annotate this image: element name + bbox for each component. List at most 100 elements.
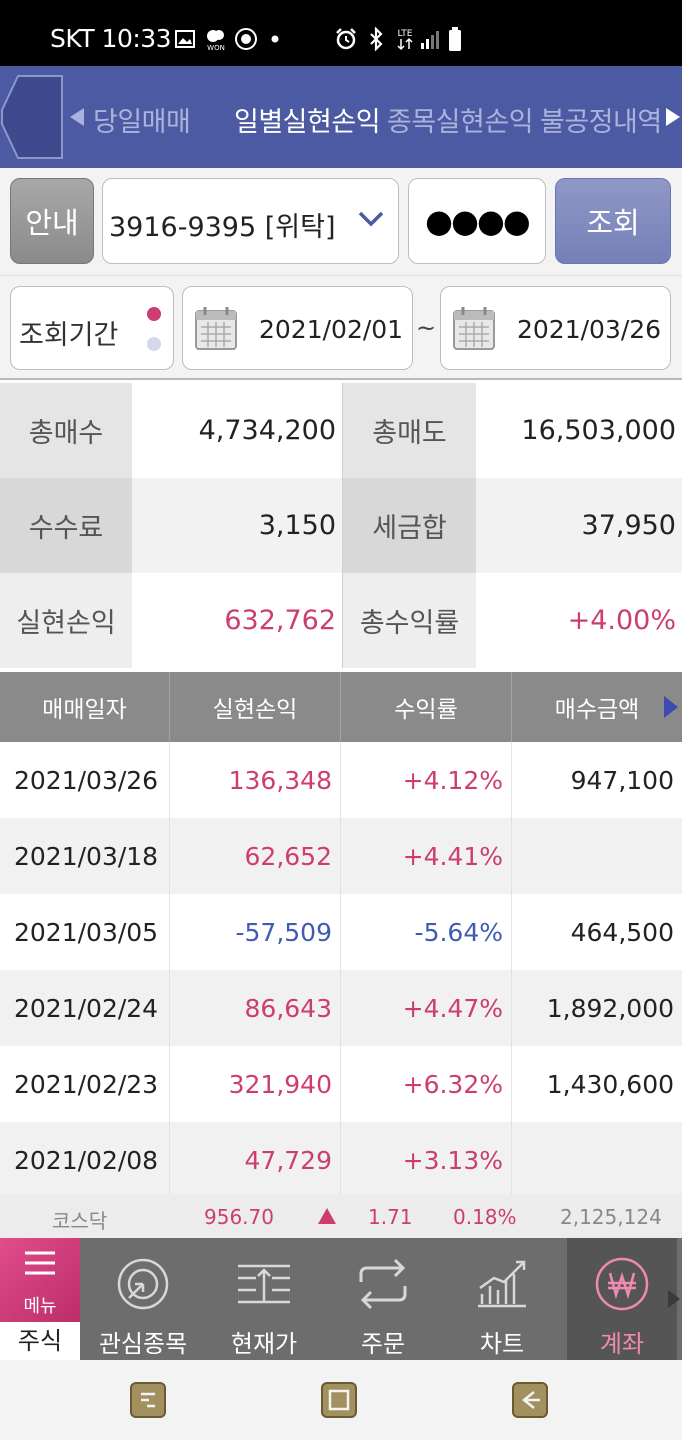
nav-watchlist[interactable]: 관심종목: [84, 1238, 202, 1360]
cell-trade-date: 2021/03/18: [0, 818, 170, 894]
calendar-icon: [195, 305, 237, 355]
nav-more-right-icon[interactable]: [668, 1290, 680, 1308]
realized-pnl-value: 632,762: [132, 573, 342, 668]
start-date-field[interactable]: 2021/02/01: [182, 286, 413, 370]
cell-realized-pnl: -57,509: [170, 894, 341, 970]
bluetooth-icon: [366, 26, 386, 52]
bottom-navigation: 메뉴 주식 관심종목 현재가 주문 차트 계좌: [0, 1238, 682, 1360]
realized-pnl-label: 실현손익: [0, 573, 132, 668]
cell-buy-amount: 1,430,600: [546, 1069, 674, 1099]
end-date: 2021/03/26: [517, 315, 662, 344]
status-time: SKT 10:33: [50, 24, 172, 53]
table-row[interactable]: 2021/03/05 -57,509 -5.64% 464,500: [0, 894, 682, 970]
sync-icon: [234, 26, 258, 52]
table-row[interactable]: 2021/02/24 86,643 +4.47% 1,892,000: [0, 970, 682, 1046]
end-date-field[interactable]: 2021/03/26: [440, 286, 671, 370]
nav-chart-label: 차트: [479, 1330, 525, 1358]
period-label: 조회기간: [19, 320, 119, 351]
account-select[interactable]: 3916-9395 [위탁]: [102, 178, 399, 264]
ticker-price: 956.70: [204, 1205, 274, 1229]
notification-dot-icon: [270, 26, 280, 52]
start-date: 2021/02/01: [259, 315, 404, 344]
nav-watchlist-label: 관심종목: [98, 1330, 188, 1358]
table-row[interactable]: 2021/03/18 62,652 +4.41%: [0, 818, 682, 894]
total-buy-label: 총매수: [0, 383, 132, 478]
nav-account-label: 계좌: [599, 1330, 645, 1358]
tab-scroll-right-icon[interactable]: [666, 108, 680, 126]
market-ticker[interactable]: 코스닥 956.70 1.71 0.18% 2,125,124: [0, 1194, 682, 1238]
alarm-icon: [334, 26, 358, 52]
cell-return-rate: +4.12%: [341, 742, 512, 818]
svg-text:WON: WON: [207, 44, 225, 51]
total-return-value: +4.00%: [476, 573, 682, 668]
total-return-label: 총수익률: [342, 573, 476, 668]
period-indicator-inactive: [147, 337, 161, 351]
total-sell-value: 16,503,000: [476, 383, 682, 478]
header-return-rate[interactable]: 수익률: [341, 672, 512, 742]
tab-unfair-history[interactable]: 불공정내역: [540, 107, 662, 138]
cell-trade-date: 2021/02/08: [0, 1122, 170, 1198]
total-sell-label: 총매도: [342, 383, 476, 478]
table-row[interactable]: 2021/03/26 136,348 +4.12% 947,100: [0, 742, 682, 818]
cell-buy-amount: 1,892,000: [546, 993, 674, 1023]
signal-icon: [420, 26, 442, 52]
period-row: 조회기간 2021/02/01 ~ 2021/03/26: [0, 276, 682, 380]
tab-bar: 당일매매 일별실현손익 종목실현손익 불공정내역: [0, 66, 682, 168]
table-header: 매매일자 실현손익 수익률 매수금액: [0, 672, 682, 742]
back-nav-icon[interactable]: [512, 1382, 548, 1418]
up-arrow-icon: [318, 1208, 336, 1224]
cell-return-rate: +3.13%: [341, 1122, 512, 1198]
recent-apps-icon[interactable]: [130, 1382, 166, 1418]
lte-icon: LTE: [394, 26, 416, 52]
header-trade-date[interactable]: 매매일자: [0, 672, 170, 742]
chevron-down-icon: [357, 209, 385, 233]
scroll-columns-right-icon[interactable]: [664, 696, 678, 718]
tax-label: 세금합: [342, 478, 476, 573]
cell-realized-pnl: 136,348: [170, 742, 341, 818]
table-row[interactable]: 2021/02/08 47,729 +3.13%: [0, 1122, 682, 1198]
back-button[interactable]: [0, 74, 66, 160]
chart-icon: [478, 1260, 526, 1308]
cell-realized-pnl: 86,643: [170, 970, 341, 1046]
cell-trade-date: 2021/03/26: [0, 742, 170, 818]
nav-order[interactable]: 주문: [324, 1238, 442, 1360]
cell-return-rate: -5.64%: [341, 894, 512, 970]
current-price-icon: [238, 1264, 290, 1304]
nav-chart[interactable]: 차트: [443, 1238, 561, 1360]
cell-buy-amount: [512, 818, 682, 894]
nav-order-label: 주문: [360, 1330, 406, 1358]
battery-icon: [448, 26, 462, 52]
cell-trade-date: 2021/03/05: [0, 894, 170, 970]
hamburger-icon: [24, 1250, 56, 1280]
tax-value: 37,950: [476, 478, 682, 573]
search-button[interactable]: 조회: [555, 178, 671, 264]
calendar-icon: [453, 305, 495, 355]
password-mask: ●●●●: [425, 202, 531, 240]
ticker-change-pct: 0.18%: [453, 1205, 517, 1229]
guide-button[interactable]: 안내: [10, 178, 94, 264]
cell-return-rate: +6.32%: [341, 1046, 512, 1122]
watchlist-icon: [117, 1258, 169, 1310]
date-separator: ~: [416, 314, 437, 342]
fee-label: 수수료: [0, 478, 132, 573]
table-row[interactable]: 2021/02/23 321,940 +6.32% 1,430,600: [0, 1046, 682, 1122]
nav-current-price-label: 현재가: [230, 1330, 298, 1358]
stock-mode-label[interactable]: 주식: [0, 1322, 80, 1360]
header-realized-pnl[interactable]: 실현손익: [170, 672, 341, 742]
nav-current-price[interactable]: 현재가: [205, 1238, 323, 1360]
ticker-name: 코스닥: [52, 1209, 108, 1233]
home-icon[interactable]: [321, 1382, 357, 1418]
tab-today-trades[interactable]: 당일매매: [93, 107, 191, 138]
cell-realized-pnl: 62,652: [170, 818, 341, 894]
password-field[interactable]: ●●●●: [408, 178, 546, 264]
tab-daily-realized[interactable]: 일별실현손익: [234, 107, 381, 138]
tab-item-realized[interactable]: 종목실현손익: [387, 107, 534, 138]
nav-account[interactable]: 계좌: [567, 1238, 677, 1360]
tab-scroll-left-icon[interactable]: [70, 108, 84, 126]
cell-return-rate: +4.41%: [341, 818, 512, 894]
header-buy-amount[interactable]: 매수금액: [554, 697, 640, 723]
menu-button[interactable]: 메뉴 주식: [0, 1238, 80, 1360]
period-type-selector[interactable]: 조회기간: [10, 286, 174, 370]
svg-text:LTE: LTE: [398, 29, 413, 39]
system-navigation: [0, 1360, 682, 1440]
